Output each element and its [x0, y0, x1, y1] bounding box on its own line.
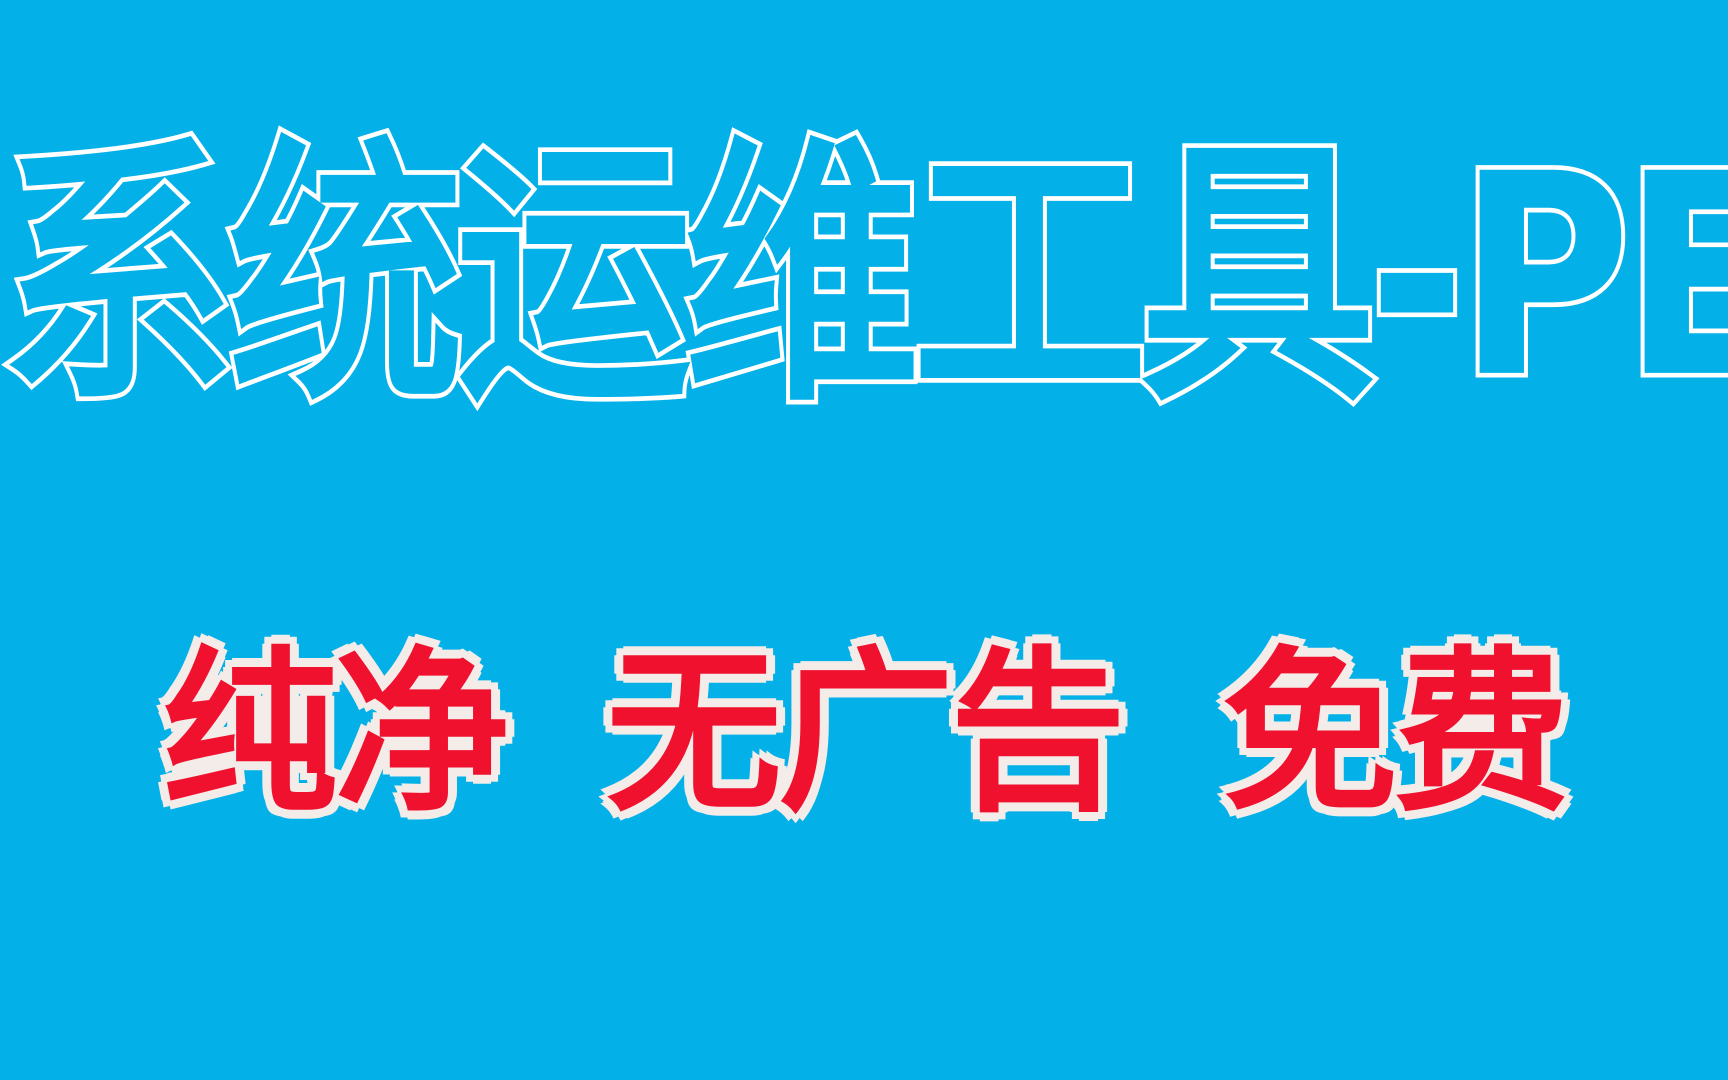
- tagline: 纯净 无广告 免费: [0, 646, 1728, 822]
- tag-free: 免费: [1222, 631, 1570, 836]
- tag-no-ads: 无广告: [605, 631, 1126, 836]
- main-title: 系统运维工具-PE: [0, 114, 1728, 439]
- tag-pure: 纯净: [161, 631, 510, 836]
